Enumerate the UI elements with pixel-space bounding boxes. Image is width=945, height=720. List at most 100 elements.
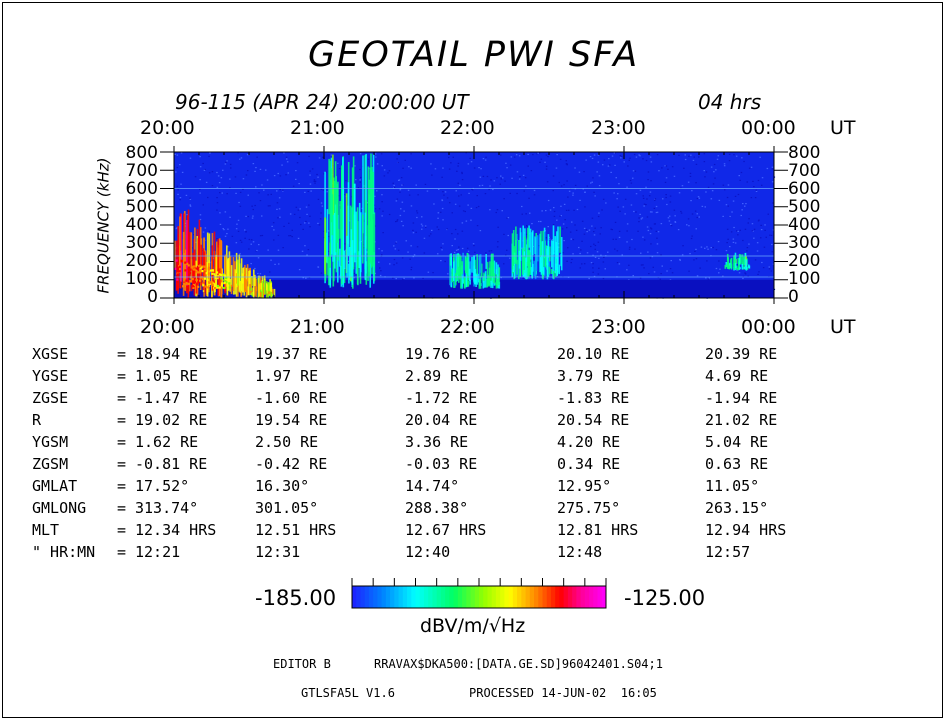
noise-speckle [734,242,737,244]
noise-speckle [431,174,433,176]
noise-speckle [723,165,726,167]
noise-speckle [753,237,755,239]
orbit-row-label: ZGSM [32,455,69,473]
noise-speckle [395,200,398,202]
noise-speckle [405,240,407,242]
noise-speckle [736,269,738,271]
burst-streak [530,267,532,275]
noise-speckle [680,210,682,213]
noise-speckle [434,168,437,170]
noise-speckle [726,196,729,199]
burst-streak [495,277,498,283]
noise-speckle [458,195,460,197]
orbit-cell: 1.97 RE [255,367,319,385]
noise-speckle [424,225,427,227]
noise-speckle [684,158,687,161]
noise-speckle [403,277,405,279]
noise-speckle [239,239,242,241]
noise-speckle [212,257,215,259]
noise-speckle [245,215,247,217]
noise-speckle [752,180,754,182]
orbit-cell: 16.30° [255,477,310,495]
noise-speckle [718,272,720,274]
burst-core [193,268,196,271]
noise-speckle [693,259,695,261]
burst-streak [455,269,458,281]
burst-streak [228,251,231,284]
noise-speckle [254,170,256,172]
colorbar-swatch [360,586,366,608]
burst-core [204,285,207,288]
noise-speckle [216,202,219,204]
noise-speckle [559,215,561,217]
noise-speckle [650,161,653,163]
burst-core [189,268,192,271]
burst-streak [458,266,460,279]
noise-speckle [371,165,374,167]
noise-speckle [518,178,521,180]
noise-speckle [181,171,184,173]
noise-speckle [308,277,311,279]
burst-streak [525,257,527,279]
noise-speckle [549,209,552,211]
noise-speckle [273,229,275,231]
burst-streak [347,182,350,256]
noise-speckle [267,249,269,251]
burst-streak [190,284,193,292]
noise-speckle [185,194,188,196]
burst-streak [725,264,728,268]
noise-speckle [422,277,424,279]
burst-streak [343,250,346,269]
noise-speckle [574,167,576,169]
noise-speckle [758,271,760,273]
orbit-row-equals: = [117,389,127,407]
noise-speckle [669,279,672,281]
noise-speckle [255,250,258,252]
noise-speckle [366,252,368,254]
noise-speckle [457,233,459,235]
noise-speckle [593,234,596,236]
burst-streak [548,267,551,274]
noise-speckle [628,279,630,281]
noise-speckle [722,275,724,277]
noise-speckle [681,185,684,187]
burst-streak [335,176,337,253]
noise-speckle [416,216,418,219]
noise-speckle [757,273,759,275]
noise-speckle [572,253,574,255]
noise-speckle [421,216,423,218]
bottom-time-tick-1: 21:00 [290,316,345,338]
noise-speckle [313,179,316,181]
noise-speckle [611,155,614,157]
burst-streak [528,249,530,277]
noise-speckle [397,249,400,251]
burst-streak [739,267,741,269]
noise-speckle [381,250,383,252]
colorbar-swatch [390,586,395,608]
burst-streak [741,263,744,270]
burst-streak [458,254,461,275]
burst-streak [324,217,326,275]
noise-speckle [401,184,403,186]
noise-speckle [308,222,310,224]
burst-core [194,281,197,284]
bottom-time-unit: UT [830,316,856,338]
orbit-row-equals: = [117,367,127,385]
noise-speckle [279,216,281,218]
burst-streak [226,245,228,270]
colorbar-swatch [394,586,400,608]
burst-streak [559,226,561,253]
noise-speckle [202,162,204,165]
noise-speckle [261,215,263,217]
noise-speckle [393,186,396,188]
noise-speckle [486,175,489,178]
noise-speckle [650,243,652,245]
noise-speckle [630,182,633,184]
noise-speckle [670,260,672,262]
noise-speckle [420,223,423,225]
orbit-cell: 313.74° [135,499,199,517]
noise-speckle [189,205,192,207]
noise-speckle [257,257,260,259]
noise-speckle [673,175,676,177]
noise-speckle [652,266,654,268]
